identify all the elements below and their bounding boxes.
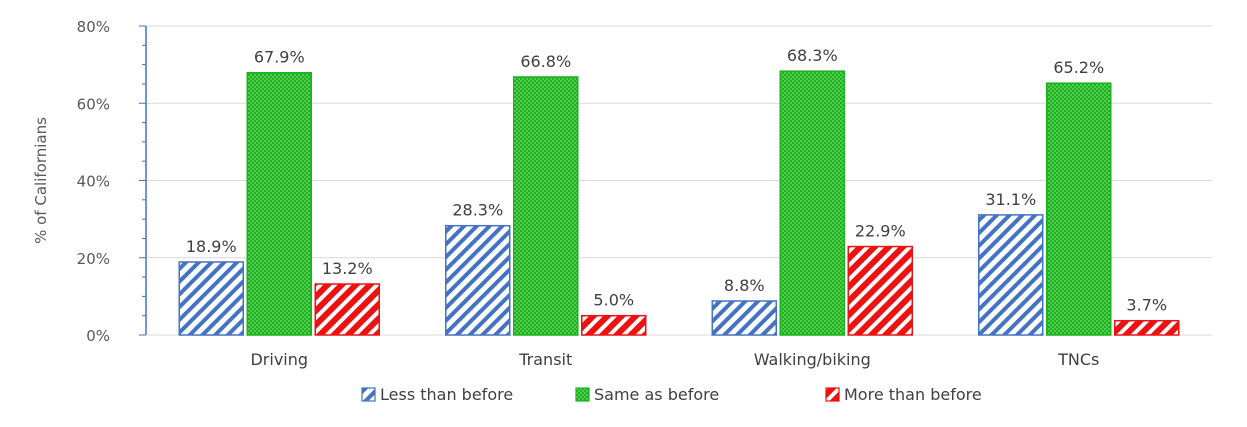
y-tick-label: 80% <box>77 18 110 36</box>
data-label: 67.9% <box>254 48 305 67</box>
y-tick-label: 60% <box>77 95 110 113</box>
data-label: 13.2% <box>322 259 373 278</box>
data-label: 28.3% <box>452 201 503 220</box>
data-label: 5.0% <box>593 291 634 310</box>
y-tick-label: 20% <box>77 250 110 268</box>
data-label: 18.9% <box>186 237 237 256</box>
legend-swatch[interactable] <box>361 387 376 402</box>
bar-same-as-before[interactable] <box>513 76 579 336</box>
data-label: 31.1% <box>985 190 1036 209</box>
legend-swatch[interactable] <box>825 387 840 402</box>
data-label: 22.9% <box>855 222 906 241</box>
y-tick-label: 40% <box>77 173 110 191</box>
legend-label[interactable]: More than before <box>844 385 982 404</box>
data-label: 66.8% <box>520 52 571 71</box>
data-label: 8.8% <box>724 276 765 295</box>
bar-same-as-before[interactable] <box>246 71 312 336</box>
bar-more-than-before[interactable] <box>1114 319 1180 336</box>
bar-less-than-before[interactable] <box>711 300 777 336</box>
x-tick-label: Driving <box>250 350 308 369</box>
bar-same-as-before[interactable] <box>1046 82 1112 336</box>
bar-same-as-before[interactable] <box>779 70 845 336</box>
y-tick-label: 0% <box>86 327 110 345</box>
data-label: 3.7% <box>1126 296 1167 315</box>
legend-swatch[interactable] <box>575 387 590 402</box>
bar-more-than-before[interactable] <box>581 314 647 336</box>
legend-label[interactable]: Less than before <box>380 385 513 404</box>
y-axis-title: % of Californians <box>32 117 50 244</box>
x-tick-label: Walking/biking <box>754 350 871 369</box>
legend-label[interactable]: Same as before <box>594 385 719 404</box>
bar-more-than-before[interactable] <box>847 245 913 336</box>
bar-less-than-before[interactable] <box>978 214 1044 336</box>
x-tick-label: TNCs <box>1057 350 1099 369</box>
bar-less-than-before[interactable] <box>445 224 511 336</box>
data-label: 68.3% <box>787 46 838 65</box>
bar-less-than-before[interactable] <box>178 261 244 336</box>
bar-more-than-before[interactable] <box>314 283 380 336</box>
data-label: 65.2% <box>1053 58 1104 77</box>
x-tick-label: Transit <box>518 350 572 369</box>
